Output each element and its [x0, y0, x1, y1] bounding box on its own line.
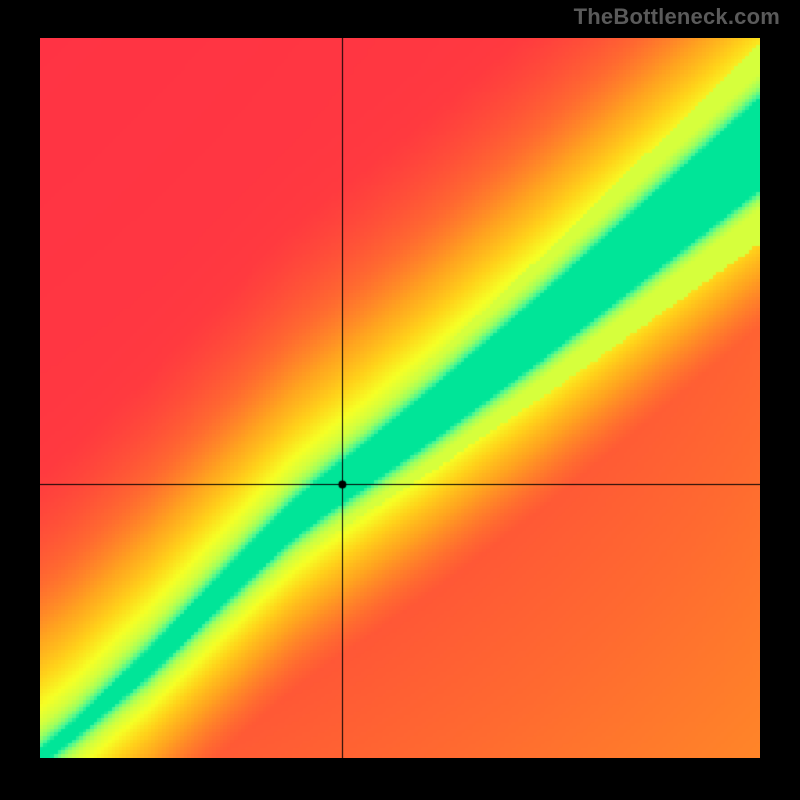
attribution-label: TheBottleneck.com [574, 4, 780, 30]
bottleneck-heatmap [40, 38, 760, 758]
chart-container: { "attribution": "TheBottleneck.com", "a… [0, 0, 800, 800]
